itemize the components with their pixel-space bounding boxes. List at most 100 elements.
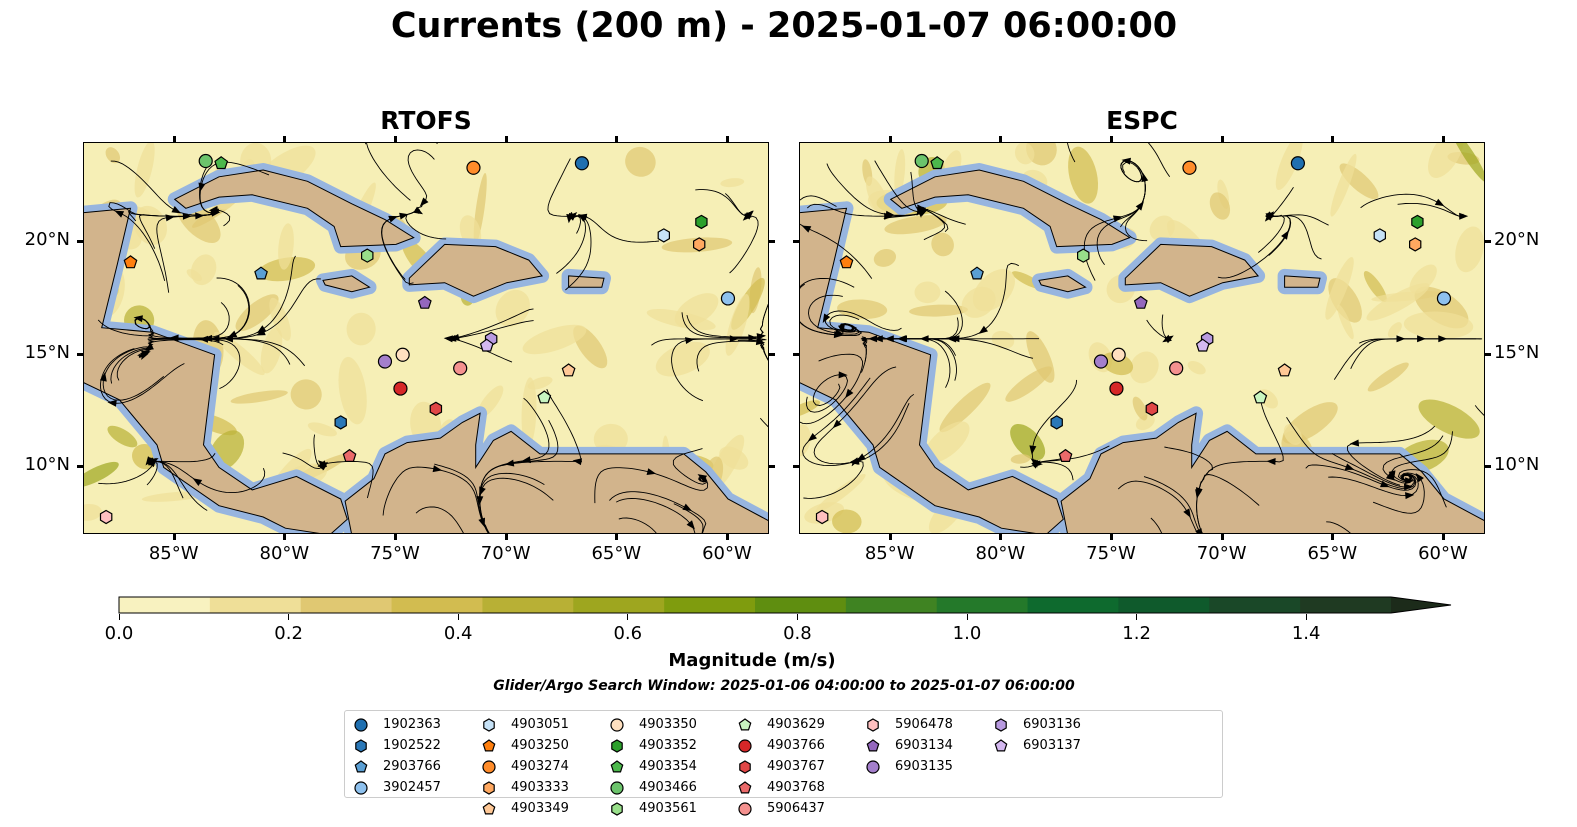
legend-marker-pentagon-icon xyxy=(482,738,496,751)
float-marker-1902522[interactable] xyxy=(334,415,347,430)
current-magnitude-patch xyxy=(884,215,947,235)
float-marker-4903768[interactable] xyxy=(342,448,357,462)
float-marker-4903352[interactable] xyxy=(1411,214,1424,230)
float-marker-4903352[interactable] xyxy=(695,214,708,230)
float-marker-4903333[interactable] xyxy=(1408,237,1422,252)
lon-tick-mark xyxy=(888,534,892,540)
float-marker-6903137[interactable] xyxy=(479,338,494,352)
streamline xyxy=(1326,521,1351,533)
streamline xyxy=(695,189,750,218)
float-marker-4903350[interactable] xyxy=(395,347,410,362)
current-magnitude-patch xyxy=(84,461,119,488)
legend-label: 4903350 xyxy=(639,717,697,732)
colorbar-tick-label: 0.6 xyxy=(613,623,643,644)
float-marker-4903350[interactable] xyxy=(1111,347,1126,362)
float-marker-4903629[interactable] xyxy=(537,390,552,404)
streamline-arrow xyxy=(884,212,894,220)
streamline xyxy=(737,339,768,361)
float-marker-5906478[interactable] xyxy=(815,509,829,525)
figure-title: Currents (200 m) - 2025-01-07 06:00:00 xyxy=(390,6,1178,46)
current-magnitude-patch xyxy=(800,400,821,419)
float-marker-4903051[interactable] xyxy=(1373,228,1387,243)
streamline-arrow xyxy=(419,197,429,207)
streamline-arrow xyxy=(192,478,203,486)
current-magnitude-patch xyxy=(1325,257,1354,320)
float-marker-4903766[interactable] xyxy=(1109,381,1124,396)
float-marker-4903354[interactable] xyxy=(214,156,229,170)
float-marker-4903250[interactable] xyxy=(123,255,138,269)
float-marker-6903137[interactable] xyxy=(1195,338,1210,352)
streamline xyxy=(1120,160,1146,228)
streamline-arrow xyxy=(195,212,205,220)
colorbar-segment xyxy=(755,597,847,613)
float-marker-1902363[interactable] xyxy=(574,156,590,171)
streamline-arrow xyxy=(148,458,158,466)
float-marker-4903767[interactable] xyxy=(429,401,443,416)
legend-item: 4903350 xyxy=(609,714,697,735)
panel-title-rtofs: RTOFS xyxy=(380,106,472,135)
streamline-arrow xyxy=(1459,212,1469,220)
float-marker-4903333[interactable] xyxy=(692,237,706,252)
float-marker-4903250[interactable] xyxy=(839,255,854,269)
float-marker-4903349[interactable] xyxy=(561,363,576,377)
float-marker-5906437[interactable] xyxy=(1169,361,1184,376)
streamline-arrow xyxy=(1438,335,1448,343)
lon-tick-mark xyxy=(504,136,508,142)
streamline-arrow xyxy=(1415,473,1424,483)
legend-item: 4903629 xyxy=(737,714,825,735)
colorbar-segment xyxy=(664,597,756,613)
float-marker-4903466[interactable] xyxy=(198,153,213,169)
streamline xyxy=(1372,472,1425,514)
float-marker-5906478[interactable] xyxy=(99,509,113,525)
current-magnitude-patch xyxy=(923,421,970,464)
float-marker-2903766[interactable] xyxy=(254,266,268,280)
current-magnitude-patch xyxy=(522,324,587,355)
float-marker-4903561[interactable] xyxy=(1077,248,1090,263)
legend-marker-hexagon-icon xyxy=(739,759,751,774)
float-marker-4903274[interactable] xyxy=(466,160,481,175)
float-marker-4903767[interactable] xyxy=(1145,401,1159,416)
float-marker-6903134[interactable] xyxy=(1133,295,1148,309)
streamline xyxy=(618,517,657,533)
legend-item: 4903349 xyxy=(481,798,569,819)
float-marker-6903135[interactable] xyxy=(377,354,393,369)
lon-tick-mark xyxy=(283,534,287,540)
float-marker-5906437[interactable] xyxy=(453,361,468,376)
streamline xyxy=(681,303,768,339)
cuba-land xyxy=(173,169,415,248)
float-marker-4903768[interactable] xyxy=(1058,448,1073,462)
colorbar-tick-label: 1.4 xyxy=(1291,623,1321,644)
streamline-arrow xyxy=(978,325,988,334)
colorbar-tick-mark xyxy=(457,614,459,620)
lat-tick-label: 20°N xyxy=(1494,229,1540,251)
float-marker-6903135[interactable] xyxy=(1093,354,1109,369)
current-magnitude-patch xyxy=(1283,423,1302,445)
streamline xyxy=(1397,202,1464,218)
streamline-arrow xyxy=(432,465,443,473)
current-magnitude-patch xyxy=(338,356,367,425)
float-marker-4903354[interactable] xyxy=(930,156,945,170)
colorbar-segment xyxy=(119,597,211,613)
float-marker-4903766[interactable] xyxy=(393,381,408,396)
float-marker-4903561[interactable] xyxy=(361,248,374,263)
float-marker-3902457[interactable] xyxy=(1436,291,1452,306)
current-magnitude-patch xyxy=(269,297,291,341)
float-marker-3902457[interactable] xyxy=(720,291,736,306)
float-marker-4903274[interactable] xyxy=(1182,160,1197,175)
current-magnitude-patch xyxy=(815,473,866,513)
float-marker-4903466[interactable] xyxy=(914,153,929,169)
colorbar-outline xyxy=(118,596,1452,614)
float-marker-1902522[interactable] xyxy=(1050,415,1063,430)
float-marker-1902363[interactable] xyxy=(1290,156,1306,171)
current-magnitude-patch xyxy=(1010,454,1031,464)
float-marker-4903051[interactable] xyxy=(657,228,671,243)
legend-marker-circle-icon xyxy=(354,717,368,732)
float-marker-4903629[interactable] xyxy=(1253,390,1268,404)
legend-item: 4903250 xyxy=(481,735,569,756)
current-magnitude-patch xyxy=(1403,311,1474,340)
legend-label: 4903766 xyxy=(767,738,825,753)
float-marker-2903766[interactable] xyxy=(970,266,984,280)
float-marker-4903349[interactable] xyxy=(1277,363,1292,377)
float-marker-6903134[interactable] xyxy=(417,295,432,309)
current-magnitude-patch xyxy=(1455,226,1484,273)
